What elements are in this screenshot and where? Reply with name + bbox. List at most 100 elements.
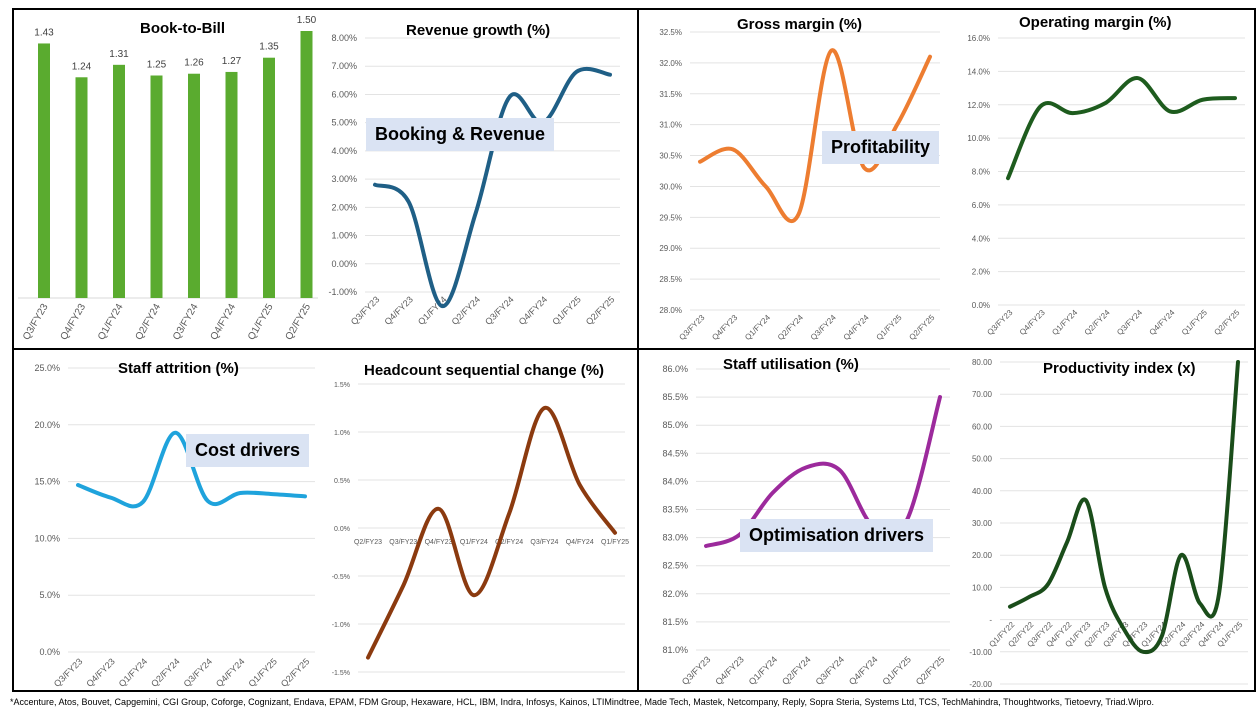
- chart-title-operating-margin: Operating margin (%): [1019, 14, 1172, 31]
- x-tick-label: Q3/FY23: [680, 654, 713, 687]
- x-tick-label: Q2/FY24: [776, 313, 805, 342]
- y-tick-label: 0.0%: [39, 647, 60, 657]
- x-tick-label: Q4/FY23: [713, 654, 746, 687]
- x-tick-label: Q3/FY24: [1115, 308, 1144, 337]
- y-tick-label: -1.00%: [328, 287, 357, 297]
- y-tick-label: 5.0%: [39, 590, 60, 600]
- x-tick-label: Q1/FY24: [96, 302, 126, 343]
- y-tick-label: 70.00: [972, 390, 993, 399]
- y-tick-label: 4.0%: [972, 234, 990, 243]
- x-tick-label: Q1/FY24: [747, 654, 780, 687]
- y-tick-label: 3.00%: [331, 174, 357, 184]
- y-tick-label: 5.00%: [331, 118, 357, 128]
- bar-data-label: 1.27: [222, 56, 242, 67]
- x-tick-label: Q3/FY23: [389, 539, 417, 546]
- x-tick-label: Q1/FY25: [550, 294, 583, 327]
- x-tick-label: Q3/FY23: [52, 656, 85, 689]
- x-tick-label: Q4/FY24: [566, 539, 594, 546]
- bar-Q3-FY23: [38, 43, 50, 299]
- y-tick-label: 50.00: [972, 455, 993, 464]
- x-tick-label: Q1/FY24: [117, 656, 150, 689]
- x-tick-label: Q3/FY24: [182, 656, 215, 689]
- y-tick-label: 29.5%: [659, 213, 682, 222]
- x-tick-label: Q4/FY24: [214, 656, 247, 689]
- x-tick-label: Q4/FY24: [847, 654, 880, 687]
- y-tick-label: -0.5%: [332, 574, 350, 581]
- chart-title-staff-utilisation: Staff utilisation (%): [723, 356, 859, 373]
- y-tick-label: 6.00%: [331, 89, 357, 99]
- x-tick-label: Q1/FY25: [246, 656, 279, 689]
- chart-title-staff-attrition: Staff attrition (%): [118, 360, 239, 377]
- y-tick-label: -10.00: [969, 648, 992, 657]
- chart-title-productivity-index: Productivity index (x): [1043, 360, 1196, 377]
- x-tick-label: Q2/FY25: [279, 656, 312, 689]
- y-tick-label: 25.0%: [34, 363, 60, 373]
- chart-title-gross-margin: Gross margin (%): [737, 16, 863, 33]
- y-tick-label: -: [989, 616, 992, 625]
- footnote: *Accenture, Atos, Bouvet, Capgemini, CGI…: [10, 697, 1154, 707]
- y-tick-label: 14.0%: [967, 67, 990, 76]
- x-tick-label: Q4/FY24: [209, 302, 239, 343]
- y-tick-label: 81.5%: [662, 617, 688, 627]
- x-tick-label: Q1/FY25: [1180, 308, 1209, 337]
- y-tick-label: 8.0%: [972, 168, 990, 177]
- quadrant-optimisation-drivers: [637, 348, 1256, 692]
- y-tick-label: 30.00: [972, 519, 993, 528]
- x-tick-label: Q4/FY24: [1148, 308, 1177, 337]
- x-tick-label: Q4/FY23: [1018, 308, 1047, 337]
- y-tick-label: 0.00%: [331, 259, 357, 269]
- bar-data-label: 1.43: [34, 27, 54, 38]
- x-tick-label: Q3/FY24: [809, 313, 838, 342]
- chart-title-headcount-change: Headcount sequential change (%): [364, 362, 605, 379]
- y-tick-label: 10.0%: [34, 533, 60, 543]
- y-tick-label: 80.00: [972, 358, 993, 367]
- y-tick-label: 2.00%: [331, 202, 357, 212]
- x-tick-label: Q1/FY25: [246, 302, 276, 343]
- y-tick-label: 60.00: [972, 422, 993, 431]
- y-tick-label: 0.0%: [972, 301, 990, 310]
- y-tick-label: 15.0%: [34, 477, 60, 487]
- y-tick-label: 40.00: [972, 487, 993, 496]
- y-tick-label: 20.00: [972, 551, 993, 560]
- y-tick-label: 28.0%: [659, 306, 682, 315]
- y-tick-label: 82.5%: [662, 561, 688, 571]
- y-tick-label: 10.00: [972, 583, 993, 592]
- bar-data-label: 1.25: [147, 60, 167, 71]
- y-tick-label: 1.5%: [334, 382, 350, 389]
- series-line-headcount-change: [366, 406, 617, 660]
- y-tick-label: 29.0%: [659, 244, 682, 253]
- x-tick-label: Q4/FY23: [425, 539, 453, 546]
- x-tick-label: Q1/FY25: [601, 539, 629, 546]
- y-tick-label: 30.5%: [659, 152, 682, 161]
- y-tick-label: 0.5%: [334, 478, 350, 485]
- bar-Q3-FY24: [188, 73, 200, 298]
- bar-Q4-FY23: [75, 77, 88, 298]
- x-tick-label: Q1/FY24: [460, 539, 488, 546]
- y-tick-label: 32.0%: [659, 59, 682, 68]
- y-tick-label: 12.0%: [967, 101, 990, 110]
- y-tick-label: -1.0%: [332, 622, 350, 629]
- series-line-operating-margin: [1006, 76, 1237, 181]
- y-tick-label: 16.0%: [967, 34, 990, 43]
- x-tick-label: Q1/FY25: [880, 654, 913, 687]
- x-tick-label: Q2/FY25: [584, 294, 617, 327]
- x-tick-label: Q2/FY24: [495, 539, 523, 546]
- bar-Q4-FY24: [225, 71, 238, 298]
- y-tick-label: 81.0%: [662, 645, 688, 655]
- x-tick-label: Q4/FY23: [710, 313, 739, 342]
- x-tick-label: Q2/FY24: [450, 294, 483, 327]
- chart-title-revenue-growth: Revenue growth (%): [406, 22, 551, 39]
- y-tick-label: 20.0%: [34, 420, 60, 430]
- x-tick-label: Q3/FY24: [171, 302, 201, 343]
- x-tick-label: Q3/FY24: [483, 294, 516, 327]
- x-tick-label: Q2/FY25: [284, 302, 314, 343]
- x-tick-label: Q4/FY23: [59, 302, 89, 343]
- series-line-productivity-index: [1008, 360, 1240, 655]
- bar-data-label: 1.26: [184, 58, 204, 69]
- x-tick-label: Q3/FY23: [677, 313, 706, 342]
- bar-data-label: 1.50: [297, 15, 317, 26]
- bar-Q2-FY25: [300, 31, 313, 298]
- y-tick-label: 7.00%: [331, 61, 357, 71]
